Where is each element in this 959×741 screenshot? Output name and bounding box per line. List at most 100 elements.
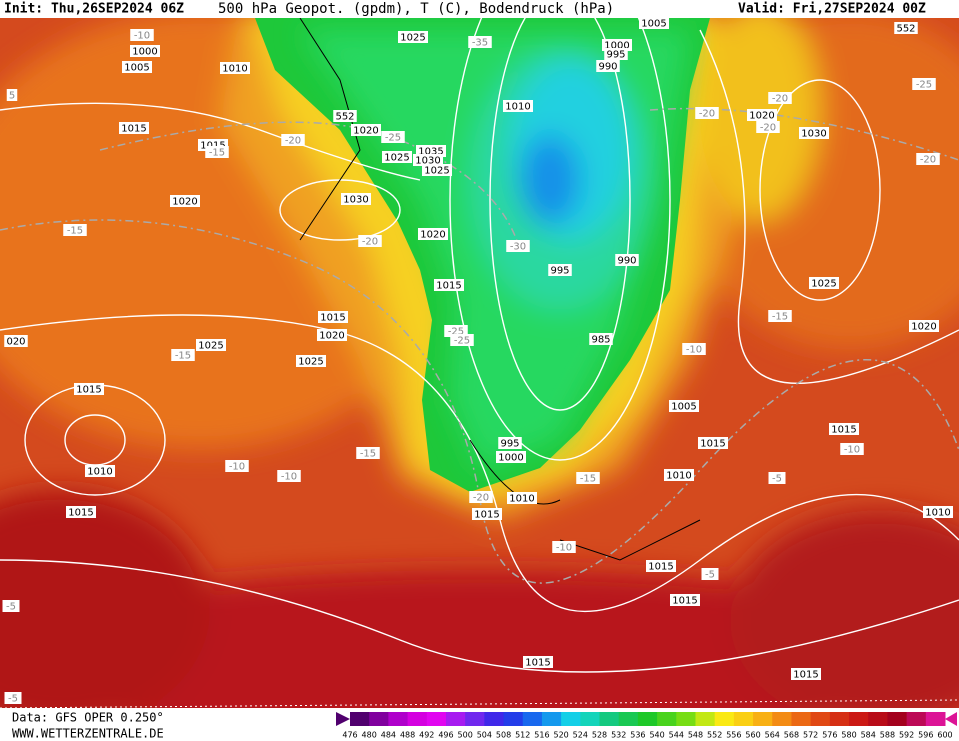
isobar-label: 1015 — [700, 439, 725, 450]
colorbar-segment — [426, 712, 447, 726]
isobar-label: 1030 — [415, 156, 440, 167]
colorbar-segment — [772, 712, 792, 726]
colorbar-label: 572 — [803, 731, 818, 740]
colorbar-segment — [849, 712, 869, 726]
colorbar-label: 580 — [841, 731, 856, 740]
temperature-label-box — [171, 349, 195, 361]
geopotential-label: 552 — [335, 112, 354, 123]
isobar-label-box — [615, 254, 639, 266]
colorbar-label: 556 — [726, 731, 741, 740]
map-title: 500 hPa Geopot. (gpdm), T (C), Bodendruc… — [218, 1, 614, 17]
isobar-label-box — [220, 62, 250, 74]
isobar-label: 1005 — [124, 63, 149, 74]
isobar-label-box — [670, 594, 700, 606]
temperature-label-box — [912, 78, 936, 90]
temperature-label: -25 — [385, 133, 401, 144]
isobar-label: 1030 — [801, 129, 826, 140]
isobar-label: 1010 — [925, 508, 950, 519]
colorbar-label: 512 — [515, 731, 530, 740]
init-time: Init: Thu,26SEP2024 06Z — [4, 2, 184, 17]
data-source: Data: GFS OPER 0.250° — [12, 711, 164, 725]
isobar-label: 1030 — [343, 195, 368, 206]
colorbar-label: 532 — [611, 731, 626, 740]
isobar-label: 990 — [617, 256, 636, 267]
isobar-label-box — [318, 311, 348, 323]
isobar-label: 1015 — [320, 313, 345, 324]
isobar-label: 1015 — [525, 658, 550, 669]
colorbar-segment — [906, 712, 927, 726]
colorbar-segment — [465, 712, 485, 726]
isobar-label: 1015 — [831, 425, 856, 436]
temperature-label: -15 — [772, 312, 788, 323]
isobar-label-box — [413, 154, 443, 166]
colorbar-label: 540 — [649, 731, 664, 740]
colorbar-label: 516 — [534, 731, 549, 740]
colorbar-segment — [541, 712, 562, 726]
colorbar-segment — [791, 712, 812, 726]
colorbar-segment — [714, 712, 735, 726]
colorbar-label: 484 — [381, 731, 396, 740]
isobar-label-box — [604, 48, 628, 60]
isobar-label-box — [646, 560, 676, 572]
valid-time: Valid: Fri,27SEP2024 00Z — [738, 2, 926, 17]
isobar-label-box — [669, 400, 699, 412]
colorbar-label: 496 — [438, 731, 453, 740]
isobar-label: 1020 — [911, 322, 936, 333]
geopotential-label: 552 — [896, 24, 915, 35]
isobar-label-box — [296, 355, 326, 367]
isobar-label-box — [66, 506, 96, 518]
colorbar-label: 504 — [477, 731, 492, 740]
temperature-label: -20 — [285, 136, 301, 147]
temperature-label-box — [756, 121, 780, 133]
isobar-label: 1015 — [121, 124, 146, 135]
temperature-label: -20 — [362, 237, 378, 248]
isobar-label-box — [122, 61, 152, 73]
colorbar-label: 564 — [765, 731, 780, 740]
isobar-label-box — [548, 264, 572, 276]
colorbar-label: 488 — [400, 731, 415, 740]
temperature-label-box — [768, 472, 786, 484]
isobar-label: 990 — [598, 62, 617, 73]
temperature-label-box — [450, 334, 474, 346]
isobar-label-box — [496, 451, 526, 463]
temperature-label: -20 — [473, 493, 489, 504]
colorbar-segment — [657, 712, 677, 726]
colorbar-label: 520 — [553, 731, 568, 740]
isobar-label: 1035 — [418, 147, 443, 158]
temperature-label-box — [6, 89, 18, 101]
colorbar-label: 524 — [573, 731, 588, 740]
temperature-label-box — [468, 36, 492, 48]
isobar-label: 995 — [550, 266, 569, 277]
isobar-label: 1025 — [811, 279, 836, 290]
isobar-label-box — [791, 668, 821, 680]
isobar-label-box — [498, 437, 522, 449]
colorbar-label: 528 — [592, 731, 607, 740]
colorbar-segment — [753, 712, 773, 726]
colorbar-segment — [925, 712, 946, 726]
temperature-label: -35 — [472, 38, 488, 49]
colorbar-segment — [503, 712, 524, 726]
isobar-label-box — [596, 60, 620, 72]
isobar-label-box — [85, 465, 115, 477]
temperature-label: -25 — [448, 327, 464, 338]
isobar-label: 1015 — [672, 596, 697, 607]
colorbar-label: 544 — [669, 731, 684, 740]
colorbar-segment — [522, 712, 543, 726]
isobar-label: 1020 — [420, 230, 445, 241]
temperature-label-box — [4, 692, 22, 704]
colorbar-label: 584 — [861, 731, 876, 740]
temperature-label: -10 — [844, 445, 860, 456]
colorbar-label: 592 — [899, 731, 914, 740]
colorbar-segment — [829, 712, 850, 726]
colorbar-segment — [407, 712, 428, 726]
isobar-label-box — [799, 127, 829, 139]
colorbar-label: 548 — [688, 731, 703, 740]
colorbar-segment — [733, 712, 754, 726]
isobar-label: 1025 — [384, 153, 409, 164]
temperature-label-box — [768, 310, 792, 322]
colorbar-label: 500 — [458, 731, 473, 740]
isobar-label-box — [472, 508, 502, 520]
colorbar-label: 568 — [784, 731, 799, 740]
colorbar: 476 480 484 488 492 496 500 504 508 512 516 520 524 5… — [336, 712, 957, 740]
